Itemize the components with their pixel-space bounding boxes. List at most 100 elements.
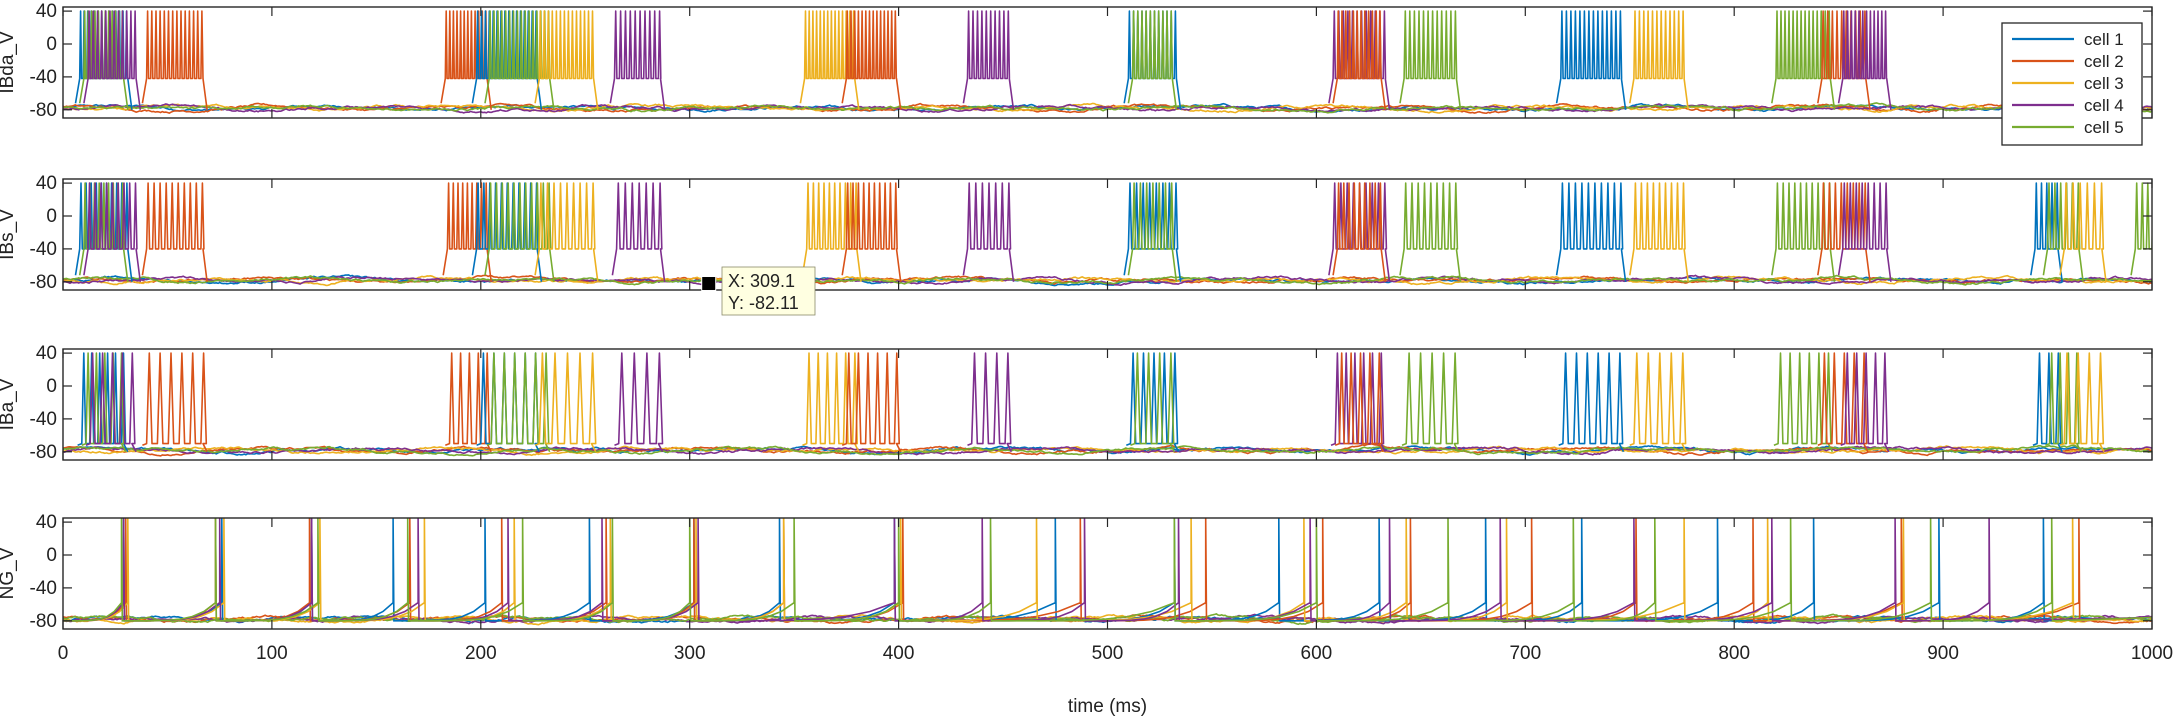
y-tick-label: 40 — [36, 512, 57, 533]
x-tick-label: 100 — [256, 643, 288, 664]
x-tick-label: 300 — [674, 643, 706, 664]
legend[interactable]: cell 1 cell 2 cell 3 cell 4 cell 5 — [2001, 22, 2143, 146]
burst-14 — [1127, 182, 1178, 282]
panel-4: 40 0 -40 -80 NG_V — [0, 512, 2153, 632]
legend-entry: cell 3 — [2084, 74, 2124, 93]
burst-12 — [962, 10, 1015, 110]
y-tick-label: -40 — [30, 578, 57, 599]
y-tick-label: 0 — [46, 206, 57, 227]
burst-18 — [1558, 352, 1625, 453]
burst-22 — [1840, 352, 1890, 453]
burst-8 — [534, 182, 599, 282]
series-line-4-baseline — [63, 102, 2152, 114]
y-tick-label: 40 — [36, 173, 57, 194]
burst-9 — [609, 10, 666, 110]
burst-11 — [841, 182, 902, 282]
burst-11 — [841, 10, 902, 110]
burst-8 — [534, 10, 599, 110]
panels: 40 0 -40 -80 IBda_V 40 0 -40 -80 IBs_V 40 0 -40 -80 IB… — [0, 1, 2153, 632]
x-tick-label: 800 — [1718, 643, 1750, 664]
burst-9 — [611, 182, 666, 282]
panel-1: 40 0 -40 -80 IBda_V — [0, 1, 2153, 121]
burst-14 — [1130, 352, 1176, 453]
legend-entry: cell 5 — [2084, 118, 2124, 137]
burst-4 — [141, 182, 208, 282]
burst-24 — [2045, 352, 2082, 453]
x-tick-label: 200 — [465, 643, 497, 664]
burst-10 — [802, 352, 860, 453]
data-tip-y: Y: -82.11 — [728, 293, 799, 313]
y-tick-label: 0 — [46, 545, 57, 566]
data-tip-marker[interactable] — [701, 276, 717, 292]
burst-20 — [1773, 352, 1834, 453]
y-tick-label: 40 — [36, 343, 57, 364]
legend-entry: cell 1 — [2084, 30, 2124, 49]
spike-train-5 — [63, 518, 2152, 622]
burst-4 — [142, 352, 208, 453]
legend-entry: cell 4 — [2084, 96, 2124, 115]
burst-17 — [1399, 10, 1462, 110]
x-tick-label: 600 — [1301, 643, 1333, 664]
burst-3 — [83, 182, 142, 282]
y-axis-label: IBda_V — [0, 31, 18, 94]
y-axis-label: IBa_V — [0, 378, 18, 430]
y-tick-label: 0 — [46, 376, 57, 397]
x-tick-label: 1000 — [2131, 643, 2173, 664]
burst-17 — [1401, 352, 1460, 453]
burst-3 — [83, 10, 142, 110]
y-tick-label: -40 — [30, 409, 57, 430]
x-axis-label: time (ms) — [1068, 696, 1147, 717]
y-axis-label: NG_V — [0, 547, 18, 599]
y-tick-label: -80 — [30, 100, 57, 121]
x-tick-label: 500 — [1092, 643, 1124, 664]
burst-19 — [1629, 352, 1687, 453]
burst-18 — [1555, 10, 1627, 110]
data-tip-box — [721, 266, 816, 316]
x-tick-label: 400 — [883, 643, 915, 664]
y-tick-label: -80 — [30, 272, 57, 293]
x-tick-label: 700 — [1509, 643, 1541, 664]
burst-25 — [2059, 182, 2107, 282]
y-tick-label: -40 — [30, 67, 57, 88]
y-tick-label: -80 — [30, 442, 57, 463]
x-tick-label: 900 — [1927, 643, 1959, 664]
burst-9 — [614, 352, 664, 453]
burst-16 — [1334, 352, 1384, 453]
burst-19 — [1629, 10, 1689, 110]
panel-3: 40 0 -40 -80 IBa_V — [0, 343, 2153, 463]
burst-16 — [1332, 182, 1387, 282]
burst-8 — [534, 352, 597, 453]
burst-19 — [1629, 182, 1689, 282]
data-tip-x: X: 309.1 — [728, 271, 795, 291]
y-tick-label: -80 — [30, 611, 57, 632]
burst-7 — [486, 352, 551, 453]
burst-14 — [1127, 10, 1178, 110]
legend-entry: cell 2 — [2084, 52, 2124, 71]
x-axis: 0 100 200 300 400 500 600 700 800 900 1000 — [58, 643, 2173, 664]
y-axis-label: IBs_V — [0, 209, 18, 260]
burst-17 — [1399, 182, 1462, 282]
burst-7 — [484, 182, 555, 282]
series-line-5-baseline — [63, 444, 2152, 457]
y-tick-label: 0 — [46, 34, 57, 55]
burst-18 — [1555, 182, 1627, 282]
burst-3 — [85, 352, 137, 453]
burst-25 — [2059, 352, 2105, 453]
burst-16 — [1332, 10, 1387, 110]
y-tick-label: 40 — [36, 1, 57, 22]
x-tick-label: 0 — [58, 643, 69, 664]
burst-12 — [962, 182, 1015, 282]
plot-area — [63, 10, 2152, 115]
panel-2: 40 0 -40 -80 IBs_V — [0, 173, 2153, 293]
burst-5 — [445, 352, 492, 453]
burst-11 — [841, 352, 902, 453]
burst-12 — [967, 352, 1013, 453]
burst-22 — [1837, 10, 1892, 110]
y-tick-label: -40 — [30, 239, 57, 260]
burst-22 — [1837, 182, 1892, 282]
burst-4 — [141, 10, 208, 110]
data-tip[interactable]: X: 309.1Y: -82.11 — [701, 266, 816, 316]
spike-train-4 — [63, 518, 2152, 622]
